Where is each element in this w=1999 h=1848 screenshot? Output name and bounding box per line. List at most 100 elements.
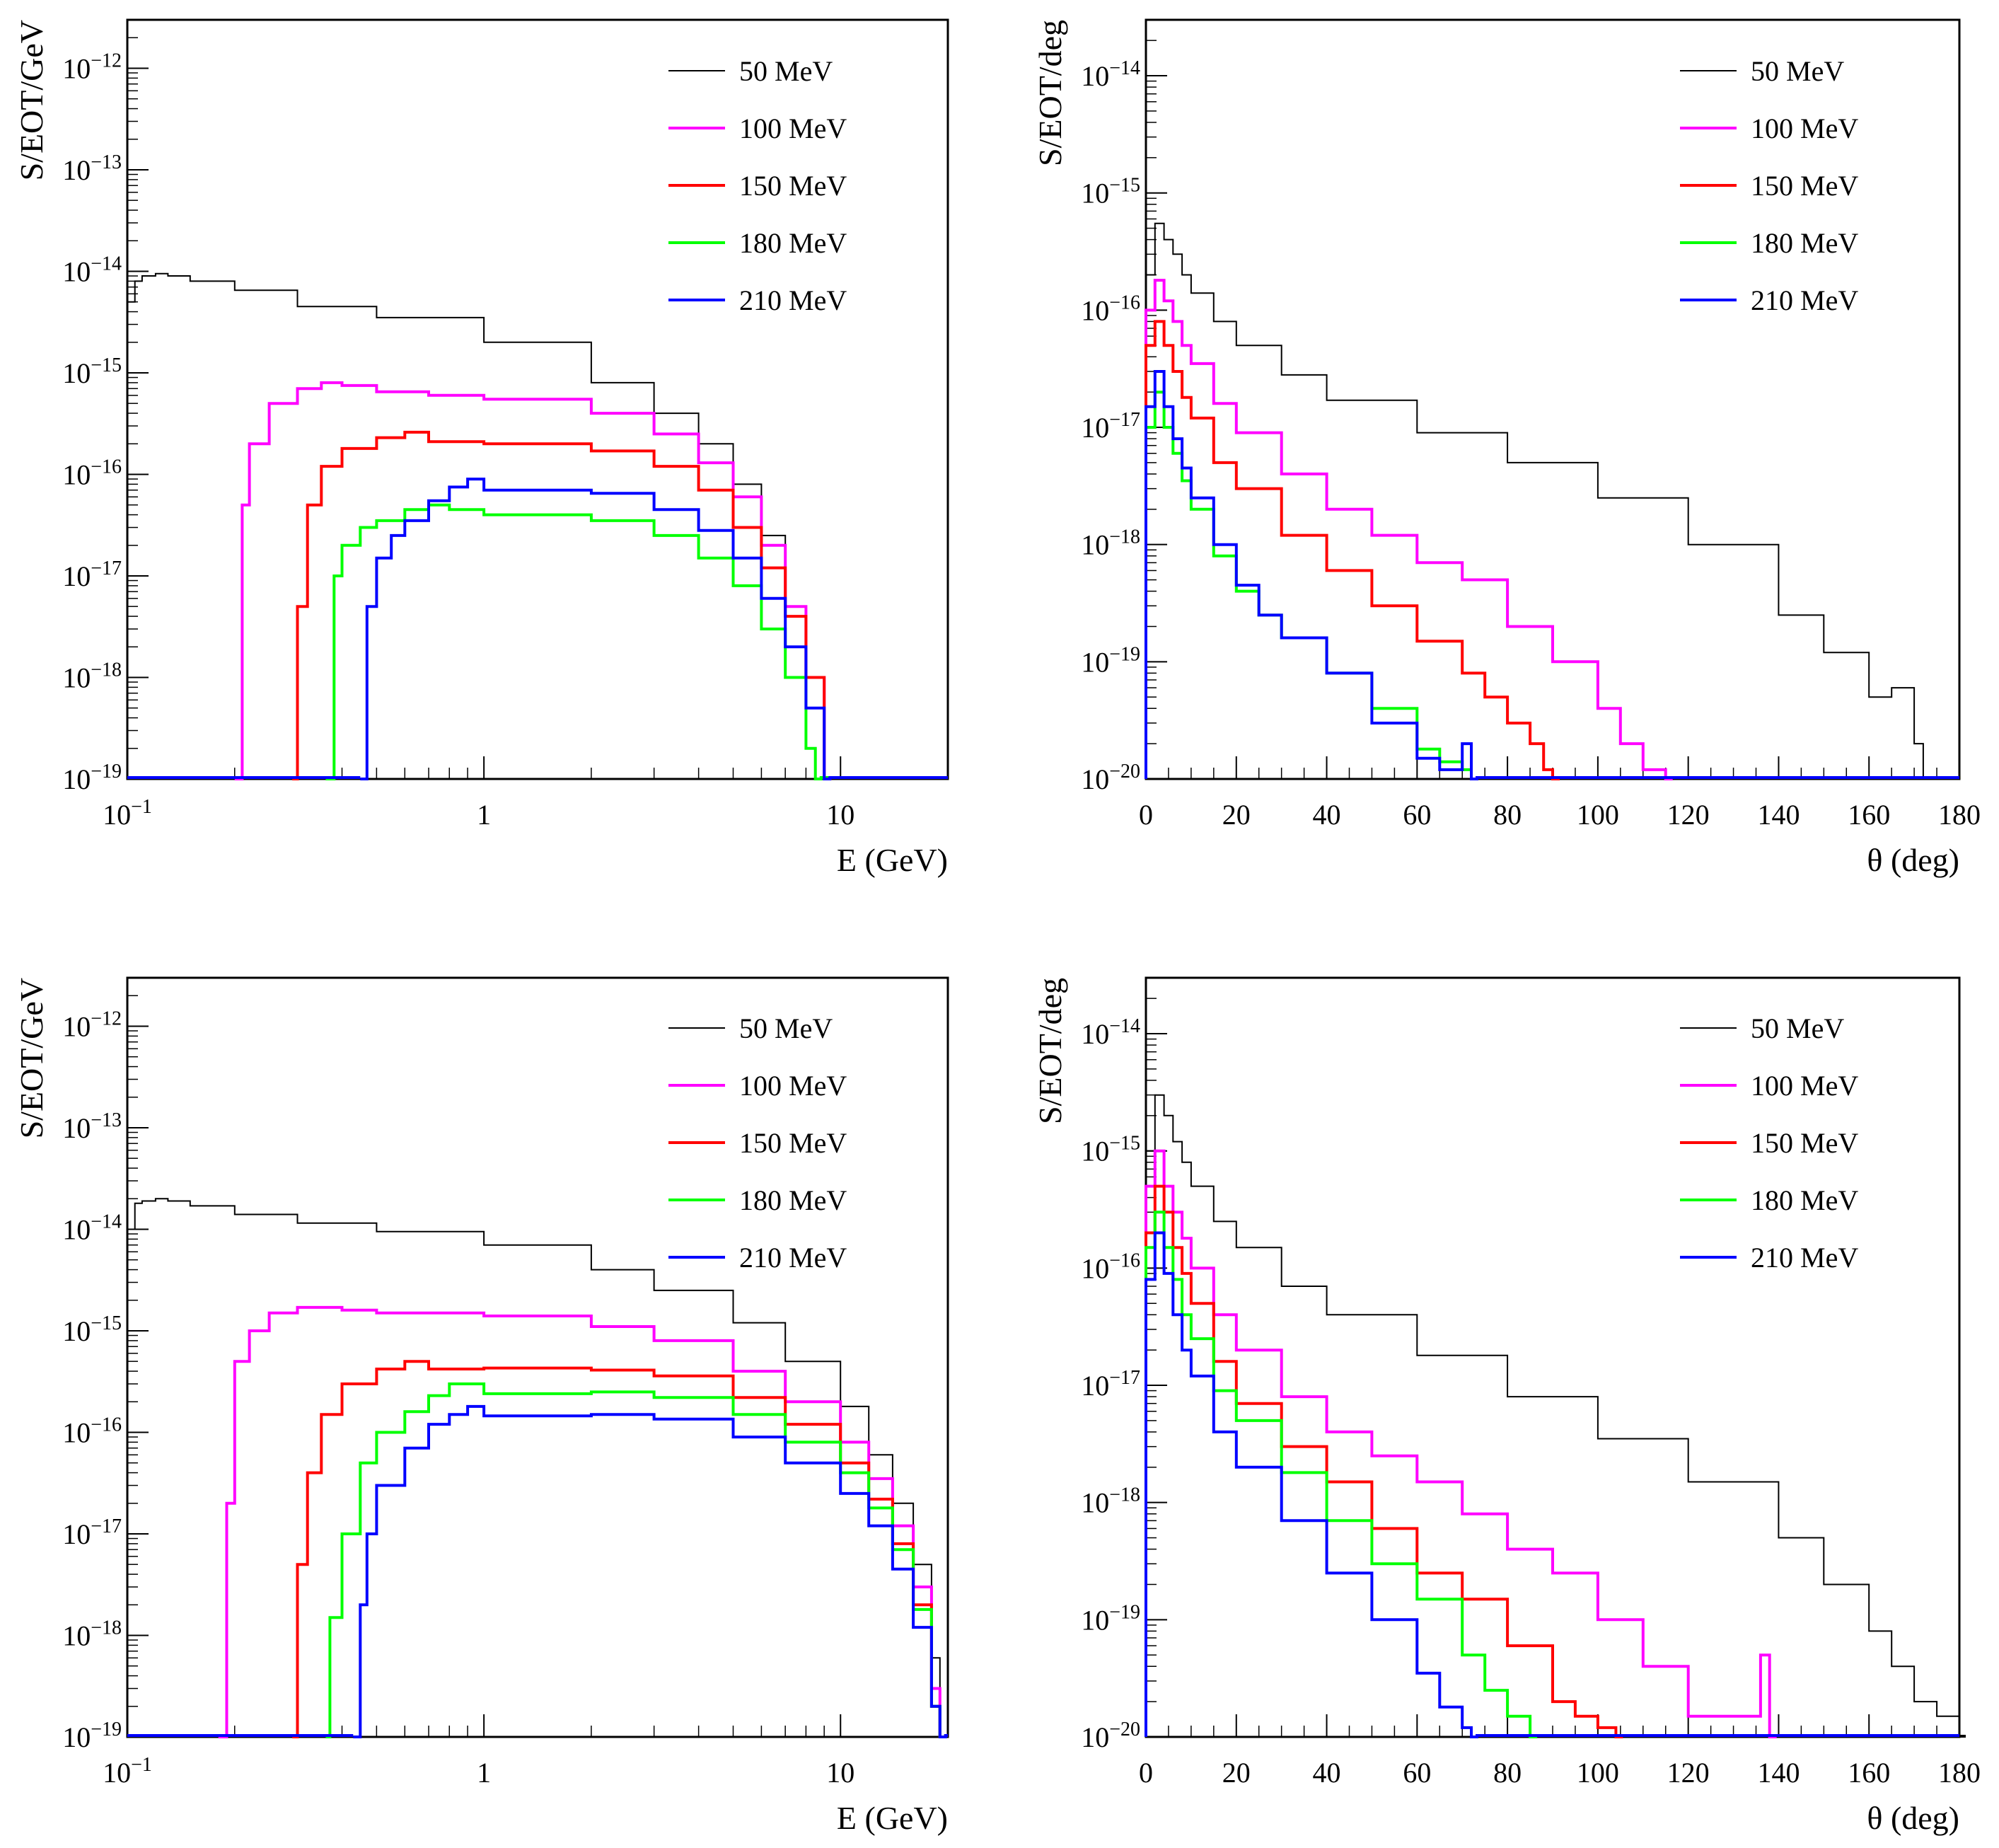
- y-tick-label: 10−15: [1081, 175, 1140, 209]
- y-tick-label: 10−17: [1081, 1367, 1140, 1402]
- legend-label: 210 MeV: [1751, 284, 1858, 316]
- series-line-50-MeV: [1145, 1094, 1966, 1738]
- x-tick-label: 10−1: [103, 1754, 152, 1789]
- y-tick-label: 10−12: [62, 1007, 122, 1042]
- y-tick-label: 10−13: [62, 1109, 122, 1144]
- legend-label: 50 MeV: [1751, 55, 1844, 87]
- series-line-100-MeV: [1145, 279, 1959, 780]
- y-tick-label: 10−13: [62, 151, 122, 186]
- series-line-100-MeV: [218, 1305, 948, 1738]
- series-line-210-MeV: [360, 478, 948, 780]
- y-tick-label: 10−19: [1081, 643, 1140, 678]
- y-axis-title: S/EOT/deg: [1032, 20, 1068, 166]
- legend-label: 210 MeV: [739, 284, 847, 316]
- y-tick-label: 10−17: [62, 558, 122, 592]
- x-tick-label: 60: [1403, 799, 1431, 831]
- y-tick-label: 10−15: [1081, 1133, 1140, 1167]
- legend-label: 50 MeV: [739, 55, 833, 87]
- legend-label: 210 MeV: [739, 1242, 847, 1274]
- x-tick-label: 80: [1493, 1757, 1522, 1789]
- chart-panel-top-right: 10−20 10−19 10−18 10−17 10−16 10−15 10−14 0 20 40…: [1032, 18, 1981, 878]
- y-tick-label: 10−19: [62, 1719, 122, 1753]
- y-tick-label: 10−16: [1081, 291, 1140, 326]
- x-tick-label: 160: [1848, 1757, 1890, 1789]
- series-line-50-MeV: [127, 1198, 948, 1738]
- y-tick-label: 10−16: [62, 1414, 122, 1448]
- y-tick-label: 10−20: [1081, 1719, 1140, 1753]
- x-tick-label: 180: [1938, 799, 1981, 831]
- x-axis-title: E (GeV): [837, 1800, 948, 1836]
- y-tick-label: 10−14: [62, 1211, 122, 1245]
- x-tick-label: 100: [1577, 799, 1619, 831]
- y-tick-label: 10−15: [62, 354, 122, 389]
- x-axis-title: θ (deg): [1867, 842, 1959, 878]
- x-tick-label: 1: [477, 1757, 491, 1789]
- y-tick-label: 10−19: [1081, 1601, 1140, 1636]
- y-tick-label: 10−17: [62, 1515, 122, 1550]
- series-line-150-MeV: [1145, 320, 1959, 780]
- chart-panel-bottom-left: 10−1910−1810−1710−1610−1510−1410−1310−12…: [13, 976, 949, 1836]
- chart-panel-bottom-right: 10−20 10−19 10−18 10−17 10−16 10−15 10−14 0 20 40…: [1032, 976, 1981, 1836]
- y-tick-label: 10−16: [1081, 1249, 1140, 1284]
- legend-label: 180 MeV: [739, 1184, 847, 1216]
- y-axis-title: S/EOT/GeV: [13, 20, 50, 180]
- legend-label: 150 MeV: [739, 1127, 847, 1159]
- y-tick-label: 10−14: [1081, 57, 1140, 92]
- y-tick-label: 10−15: [62, 1312, 122, 1347]
- y-tick-label: 10−14: [62, 253, 122, 287]
- y-axis-title: S/EOT/deg: [1032, 978, 1068, 1124]
- legend-label: 180 MeV: [1751, 1184, 1858, 1216]
- y-tick-label: 10−18: [62, 659, 122, 693]
- x-tick-label: 140: [1757, 799, 1800, 831]
- series-line-150-MeV: [292, 1360, 948, 1738]
- series-line-210-MeV: [1145, 370, 1959, 780]
- x-tick-label: 10−1: [103, 796, 152, 831]
- x-tick-label: 120: [1667, 1757, 1710, 1789]
- x-axis-title: E (GeV): [837, 842, 948, 878]
- legend-label: 50 MeV: [739, 1012, 833, 1044]
- series-line-50-MeV: [1145, 222, 1959, 780]
- legend-label: 150 MeV: [1751, 1127, 1858, 1159]
- y-tick-label: 10−18: [1081, 526, 1140, 561]
- y-axis-title: S/EOT/GeV: [13, 978, 50, 1138]
- y-tick-label: 10−19: [62, 761, 122, 795]
- legend-label: 100 MeV: [1751, 1070, 1858, 1102]
- x-tick-label: 10: [826, 1757, 854, 1789]
- legend-label: 100 MeV: [1751, 112, 1858, 144]
- legend-label: 150 MeV: [739, 170, 847, 202]
- x-tick-label: 160: [1848, 799, 1890, 831]
- x-tick-label: 180: [1938, 1757, 1981, 1789]
- legend-label: 100 MeV: [739, 112, 847, 144]
- series-line-210-MeV: [353, 1404, 948, 1738]
- y-tick-label: 10−14: [1081, 1015, 1140, 1050]
- series-line-100-MeV: [1145, 1149, 1959, 1738]
- x-tick-label: 40: [1313, 799, 1341, 831]
- y-tick-label: 10−16: [62, 456, 122, 490]
- x-tick-label: 0: [1139, 799, 1153, 831]
- y-tick-label: 10−18: [62, 1617, 122, 1651]
- x-tick-label: 60: [1403, 1757, 1431, 1789]
- series-line-180-MeV: [325, 1382, 948, 1738]
- legend-label: 210 MeV: [1751, 1242, 1858, 1274]
- legend-label: 180 MeV: [739, 227, 847, 259]
- x-tick-label: 20: [1222, 1757, 1251, 1789]
- x-tick-label: 1: [477, 799, 491, 831]
- chart-panel-top-left: 10−19 10−18 10−17 10−16 10−15 10−14 10−13 10−1 2…: [13, 18, 949, 878]
- series-line-180-MeV: [325, 503, 948, 780]
- y-tick-label: 10−20: [1081, 761, 1140, 795]
- x-tick-label: 120: [1667, 799, 1710, 831]
- x-tick-label: 140: [1757, 1757, 1800, 1789]
- legend-label: 180 MeV: [1751, 227, 1858, 259]
- series-line-180-MeV: [1145, 391, 1959, 780]
- x-tick-label: 40: [1313, 1757, 1341, 1789]
- series-line-210-MeV: [1145, 1231, 1959, 1738]
- y-tick-label: 10−17: [1081, 409, 1140, 444]
- x-tick-label: 20: [1222, 799, 1251, 831]
- x-tick-label: 10: [826, 799, 854, 831]
- x-tick-label: 100: [1577, 1757, 1619, 1789]
- series-line-150-MeV: [292, 430, 948, 780]
- series-line-100-MeV: [234, 381, 948, 780]
- x-tick-label: 80: [1493, 799, 1522, 831]
- x-axis-title: θ (deg): [1867, 1800, 1959, 1836]
